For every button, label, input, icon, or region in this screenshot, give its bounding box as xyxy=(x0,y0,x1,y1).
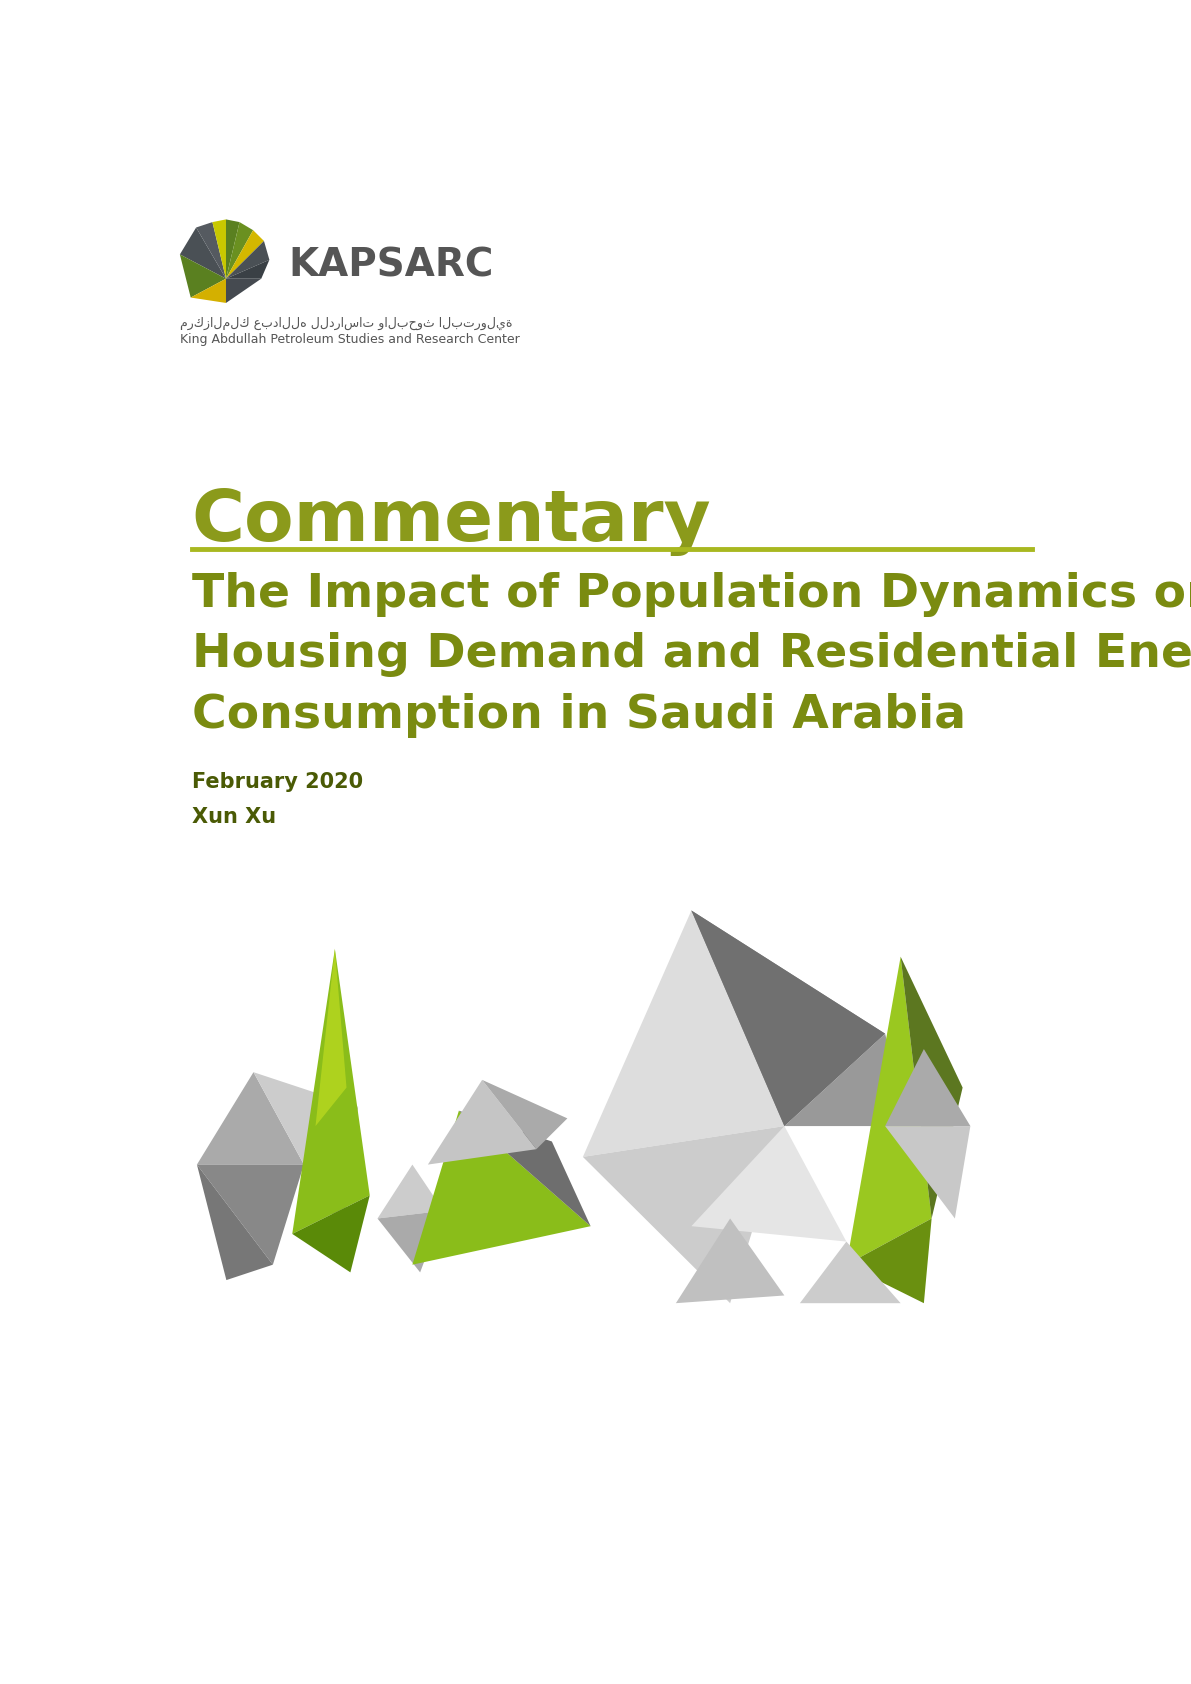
Text: Xun Xu: Xun Xu xyxy=(192,807,275,827)
Polygon shape xyxy=(316,950,347,1127)
Polygon shape xyxy=(292,1196,369,1273)
Text: Commentary: Commentary xyxy=(192,487,711,556)
Polygon shape xyxy=(226,278,261,303)
Polygon shape xyxy=(197,1165,273,1280)
Text: KAPSARC: KAPSARC xyxy=(288,246,494,285)
Text: مركزالملك عبدالله للدراسات والبحوث البترولية: مركزالملك عبدالله للدراسات والبحوث البتر… xyxy=(180,317,512,330)
Polygon shape xyxy=(180,227,226,278)
Polygon shape xyxy=(254,1073,358,1165)
Polygon shape xyxy=(885,1049,971,1127)
Polygon shape xyxy=(885,1127,971,1219)
Polygon shape xyxy=(197,1073,304,1165)
Polygon shape xyxy=(675,1219,785,1303)
Polygon shape xyxy=(191,278,226,303)
Text: The Impact of Population Dynamics on
Housing Demand and Residential Energy
Consu: The Impact of Population Dynamics on Hou… xyxy=(192,571,1191,738)
Polygon shape xyxy=(226,231,264,278)
Polygon shape xyxy=(226,219,239,278)
Polygon shape xyxy=(197,222,226,278)
Text: February 2020: February 2020 xyxy=(192,771,362,791)
Polygon shape xyxy=(847,957,931,1265)
Polygon shape xyxy=(800,1241,900,1303)
Polygon shape xyxy=(212,219,226,278)
Polygon shape xyxy=(691,1127,847,1241)
Polygon shape xyxy=(226,241,269,278)
Polygon shape xyxy=(691,911,885,1127)
Polygon shape xyxy=(482,1079,567,1148)
Polygon shape xyxy=(847,1219,931,1303)
Polygon shape xyxy=(292,950,369,1234)
Polygon shape xyxy=(304,1106,358,1234)
Polygon shape xyxy=(691,911,885,1127)
Polygon shape xyxy=(378,1211,443,1273)
Polygon shape xyxy=(197,1165,304,1265)
Polygon shape xyxy=(785,1034,909,1127)
Polygon shape xyxy=(900,957,962,1219)
Polygon shape xyxy=(378,1165,443,1219)
Polygon shape xyxy=(180,254,226,298)
Polygon shape xyxy=(582,1127,785,1303)
Text: King Abdullah Petroleum Studies and Research Center: King Abdullah Petroleum Studies and Rese… xyxy=(180,333,519,345)
Polygon shape xyxy=(428,1079,536,1165)
Polygon shape xyxy=(226,222,254,278)
Polygon shape xyxy=(412,1111,591,1265)
Polygon shape xyxy=(582,911,785,1157)
Polygon shape xyxy=(226,259,269,278)
Polygon shape xyxy=(459,1111,591,1226)
